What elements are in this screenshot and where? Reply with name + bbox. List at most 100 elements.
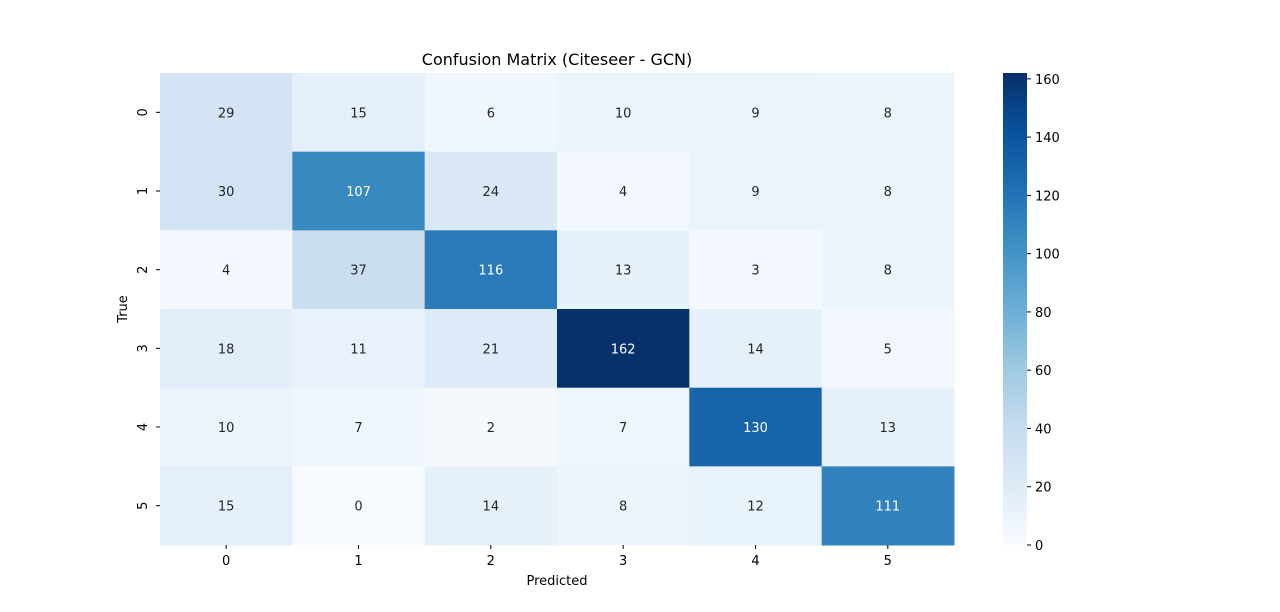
cell-value-label: 29 — [218, 106, 235, 121]
cell-value-label: 14 — [483, 500, 500, 515]
heatmap-cell — [292, 387, 426, 467]
heatmap-cell — [689, 73, 823, 153]
cell-value-label: 24 — [483, 185, 500, 200]
x-tick-label: 4 — [751, 554, 759, 569]
cell-value-label: 116 — [478, 264, 503, 279]
heatmap-cell — [292, 151, 426, 231]
heatmap-cell — [292, 309, 426, 389]
cell-value-label: 8 — [884, 264, 892, 279]
heatmap-cell-labels: 29 15 6 10 9 830 107 24 4 9 84 37 116 13 3 818 11 21 162 14… — [218, 106, 900, 514]
heatmap-cell — [689, 309, 823, 389]
cell-value-label: 0 — [354, 500, 362, 515]
heatmap-cell — [689, 230, 823, 310]
heatmap-cell — [689, 151, 823, 231]
heatmap-cell — [424, 73, 558, 153]
cell-value-label: 30 — [218, 185, 235, 200]
cell-value-label: 12 — [747, 500, 764, 515]
heatmap-cell — [821, 387, 955, 467]
cell-value-label: 4 — [222, 264, 230, 279]
cell-value-label: 14 — [747, 342, 764, 357]
cell-value-label: 13 — [615, 264, 632, 279]
cell-value-label: 11 — [350, 342, 367, 357]
cell-value-label: 130 — [743, 421, 768, 436]
colorbar-ticks: 0 20 40 60 80 100 120 140 160 — [1027, 73, 1060, 554]
heatmap-cell — [556, 387, 690, 467]
colorbar-tick-label: 60 — [1035, 364, 1052, 379]
heatmap-cell — [292, 466, 426, 546]
cell-value-label: 37 — [350, 264, 367, 279]
cell-value-label: 10 — [615, 106, 632, 121]
heatmap-cell — [821, 309, 955, 389]
heatmap-cell — [821, 466, 955, 546]
heatmap-cell — [821, 73, 955, 153]
cell-value-label: 15 — [350, 106, 367, 121]
y-tick-label: 1 — [136, 187, 151, 195]
colorbar-tick-label: 0 — [1035, 539, 1043, 554]
heatmap-cell — [556, 466, 690, 546]
y-tick-label: 4 — [136, 423, 151, 431]
colorbar-tick-label: 140 — [1035, 131, 1060, 146]
cell-value-label: 15 — [218, 500, 235, 515]
heatmap-cell — [160, 387, 293, 467]
cell-value-label: 3 — [751, 264, 759, 279]
colorbar: 0 20 40 60 80 100 120 140 160 — [1003, 73, 1060, 554]
heatmap-cell — [424, 309, 558, 389]
heatmap-cell — [160, 151, 293, 231]
heatmap-cell — [556, 230, 690, 310]
heatmap-cell — [160, 309, 293, 389]
x-axis-label: Predicted — [526, 574, 587, 589]
x-tick-label: 0 — [222, 554, 230, 569]
cell-value-label: 111 — [875, 500, 900, 515]
y-axis: 0 1 2 3 4 5 — [136, 108, 160, 510]
heatmap-cell — [821, 151, 955, 231]
heatmap-cell — [292, 73, 426, 153]
cell-value-label: 13 — [880, 421, 897, 436]
heatmap-cell — [160, 466, 293, 546]
heatmap-cell — [556, 73, 690, 153]
heatmap-cell — [424, 387, 558, 467]
heatmap-cell — [292, 230, 426, 310]
heatmap-cell — [424, 230, 558, 310]
cell-value-label: 8 — [619, 500, 627, 515]
x-tick-label: 1 — [354, 554, 362, 569]
cell-value-label: 4 — [619, 185, 627, 200]
cell-value-label: 8 — [884, 106, 892, 121]
colorbar-tick-label: 20 — [1035, 481, 1052, 496]
cell-value-label: 2 — [487, 421, 495, 436]
heatmap-cell — [689, 387, 823, 467]
cell-value-label: 7 — [354, 421, 362, 436]
heatmap-cell — [821, 230, 955, 310]
y-tick-label: 0 — [136, 108, 151, 116]
heatmap-cell — [424, 466, 558, 546]
colorbar-tick-label: 40 — [1035, 422, 1052, 437]
chart-title: Confusion Matrix (Citeseer - GCN) — [422, 50, 692, 69]
colorbar-tick-label: 100 — [1035, 248, 1060, 263]
cell-value-label: 162 — [611, 342, 636, 357]
colorbar-tick-label: 160 — [1035, 73, 1060, 88]
cell-value-label: 9 — [751, 106, 759, 121]
colorbar-tick-label: 80 — [1035, 306, 1052, 321]
cell-value-label: 21 — [483, 342, 500, 357]
x-tick-label: 3 — [619, 554, 627, 569]
heatmap-cell — [556, 151, 690, 231]
cell-value-label: 8 — [884, 185, 892, 200]
y-tick-label: 5 — [136, 502, 151, 510]
cell-value-label: 10 — [218, 421, 235, 436]
y-tick-label: 3 — [136, 344, 151, 352]
colorbar-tick-label: 120 — [1035, 189, 1060, 204]
heatmap-cell — [160, 230, 293, 310]
heatmap-cell — [556, 309, 690, 389]
x-tick-label: 5 — [884, 554, 892, 569]
y-axis-label: True — [116, 295, 131, 324]
x-axis: 0 1 2 3 4 5 — [222, 545, 892, 569]
y-tick-label: 2 — [136, 266, 151, 274]
x-tick-label: 2 — [487, 554, 495, 569]
heatmap-cell — [160, 73, 293, 153]
heatmap-cell — [689, 466, 823, 546]
heatmap-cells — [160, 73, 955, 546]
cell-value-label: 6 — [487, 106, 495, 121]
cell-value-label: 5 — [884, 342, 892, 357]
cell-value-label: 18 — [218, 342, 235, 357]
heatmap-cell — [424, 151, 558, 231]
